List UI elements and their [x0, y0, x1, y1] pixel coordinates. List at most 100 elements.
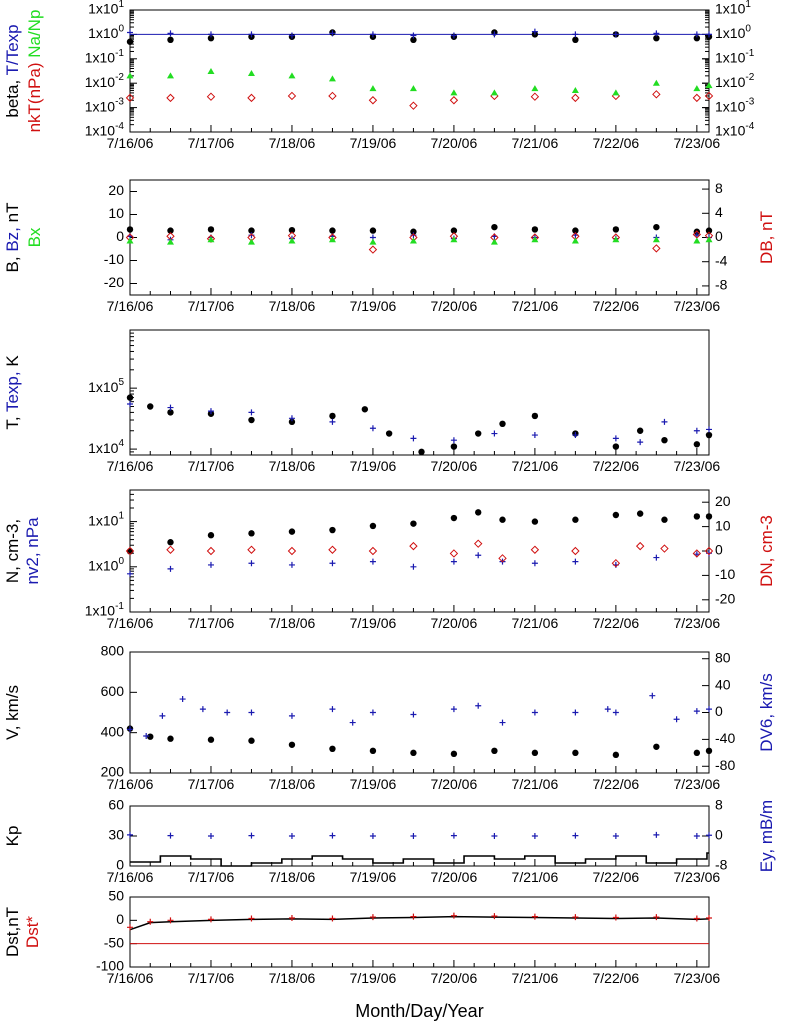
- plasma-beta-series-na-np-point: [126, 72, 134, 79]
- density-series-dn-point: [692, 549, 702, 558]
- kp-ey-x-tick-label: 7/16/06: [107, 869, 154, 885]
- plasma-beta-series-t-texp-point: [491, 31, 498, 38]
- density-series-dn-point: [611, 558, 621, 568]
- magnetic-field-series-bz-point: [410, 232, 417, 239]
- temperature-series-t-point: [329, 412, 336, 420]
- dst-series-dst--point: [612, 914, 619, 921]
- x-axis-title: Month/Day/Year: [355, 1001, 483, 1021]
- plasma-beta-series-t-texp-point: [693, 31, 700, 38]
- velocity-series-v-point: [147, 733, 154, 740]
- velocity-series-v-point: [612, 751, 620, 759]
- density-y-tick-label: 1x101: [88, 510, 124, 528]
- magnetic-field-series-bx-point: [369, 238, 377, 245]
- velocity-right-y-tick-label: -80: [715, 757, 735, 773]
- magnetic-field-series-b-point: [329, 227, 336, 234]
- plasma-beta-series-t-texp-point: [288, 32, 295, 39]
- density-series-dn-point: [498, 554, 507, 563]
- dst-y-tick-label: 50: [108, 888, 124, 904]
- plasma-beta-series-nkt-npa--point: [409, 101, 418, 110]
- dst-series-dst--point: [127, 924, 133, 931]
- kp-ey-series-ey-point: [693, 833, 700, 839]
- density-series-nv2-point: [475, 552, 482, 559]
- dst-x-tick-label: 7/19/06: [350, 970, 397, 986]
- plasma-beta-series-beta-point: [693, 34, 701, 42]
- magnetic-field-series-bx-point: [328, 236, 336, 243]
- density-series-dn-point: [409, 541, 418, 551]
- density-x-tick-label: 7/22/06: [593, 615, 640, 631]
- dst-left-axis-label: Dst,nT: [3, 907, 22, 957]
- temperature-series-texp-point: [288, 415, 295, 422]
- plasma-beta-series-nkt-npa--point: [287, 91, 297, 101]
- kp-ey-series-ey-point: [248, 832, 255, 839]
- velocity-series-v-point: [693, 749, 701, 757]
- temperature-series-t-point: [636, 427, 644, 434]
- magnetic-field-right-y-tick-label: -4: [715, 252, 728, 268]
- plasma-beta-series-t-texp-point: [572, 31, 579, 38]
- magnetic-field-series-bx-point: [571, 237, 579, 244]
- plasma-beta-series-t-texp-point: [410, 32, 417, 39]
- velocity-x-tick-label: 7/19/06: [350, 776, 397, 792]
- temperature-series-texp-point: [248, 409, 255, 416]
- magnetic-field-series-bx-point: [705, 236, 713, 243]
- density-x-tick-label: 7/16/06: [107, 615, 154, 631]
- kp-ey-right-y-tick-label: -8: [715, 857, 728, 873]
- velocity-series-v-point: [369, 747, 377, 755]
- temperature-series-t-point: [531, 412, 539, 420]
- plasma-beta-series-na-np-point: [705, 82, 713, 89]
- magnetic-field-right-y-tick-label: -8: [715, 277, 728, 293]
- dst-series-dst--point: [147, 918, 154, 925]
- plasma-beta-series-nkt-npa--point: [247, 93, 256, 103]
- plasma-beta-right-y-tick-label: 1x10-2: [715, 72, 755, 90]
- plasma-beta-series-na-np-point: [571, 87, 579, 94]
- plasma-beta-right-y-tick-label: 1x100: [715, 23, 751, 41]
- density-right-y-tick-label: -10: [715, 566, 735, 582]
- kp-ey-series-ey-point: [167, 832, 174, 839]
- magnetic-field-y-tick-label: -10: [104, 251, 124, 267]
- dst-series-dst--point: [531, 913, 538, 920]
- dst-series-dst--point: [288, 915, 295, 921]
- density-x-tick-label: 7/21/06: [512, 615, 559, 631]
- kp-ey-series-ey-point: [706, 832, 712, 839]
- kp-ey-series-ey-point: [450, 832, 457, 839]
- density-x-tick-label: 7/19/06: [350, 615, 397, 631]
- plasma-beta-series-na-np-point: [409, 85, 417, 92]
- magnetic-field-series-b-point: [491, 223, 498, 231]
- velocity-series-dv6-point: [179, 696, 186, 703]
- density-series-dn-point: [449, 549, 459, 558]
- temperature-x-tick-label: 7/19/06: [350, 458, 397, 474]
- velocity-series-dv6-point: [143, 733, 150, 740]
- plasma-beta-right-y-tick-label: 1x10-1: [715, 47, 755, 65]
- dst-series-dst--point: [167, 917, 174, 924]
- velocity-series-dv6-point: [329, 706, 336, 713]
- density-series-n-point: [705, 513, 713, 520]
- density-right-y-tick-label: 0: [715, 542, 723, 558]
- plasma-beta-series-t-texp-point: [531, 28, 538, 35]
- plasma-beta-y-tick-label: 1x101: [88, 0, 124, 17]
- density-series-n-point: [248, 530, 255, 537]
- dst-x-tick-label: 7/23/06: [673, 970, 720, 986]
- density-series-n-point: [499, 516, 506, 523]
- plasma-beta-series-beta-point: [410, 36, 417, 44]
- plasma-beta-series-na-np-point: [166, 72, 174, 79]
- velocity-series-dv6-point: [159, 712, 166, 719]
- plasma-beta-series-na-np-point: [288, 72, 296, 79]
- velocity-series-v-point: [248, 737, 255, 744]
- velocity-series-dv6-point: [410, 711, 417, 718]
- plasma-beta-right-y-tick-label: 1x10-4: [715, 121, 755, 139]
- density-series-nv2-point: [450, 558, 457, 565]
- plasma-beta-series-t-texp-point: [248, 31, 255, 38]
- density-series-n-point: [450, 514, 458, 522]
- velocity-y-tick-label: 400: [101, 723, 125, 739]
- velocity-y-tick-label: 200: [101, 764, 125, 780]
- velocity-series-v-point: [491, 747, 498, 755]
- velocity-series-dv6-point: [531, 709, 538, 716]
- kp-ey-left-axis-label: Kp: [3, 826, 22, 847]
- density-series-dn-point: [474, 539, 483, 548]
- magnetic-field-series-b-point: [450, 227, 458, 234]
- plasma-beta-x-tick-label: 7/22/06: [593, 135, 640, 151]
- dst-x-tick-label: 7/22/06: [593, 970, 640, 986]
- density-series-nv2-point: [248, 560, 255, 567]
- magnetic-field-series-bz-point: [248, 232, 255, 239]
- density-series-nv2-point: [410, 563, 417, 570]
- velocity-x-tick-label: 7/18/06: [269, 776, 316, 792]
